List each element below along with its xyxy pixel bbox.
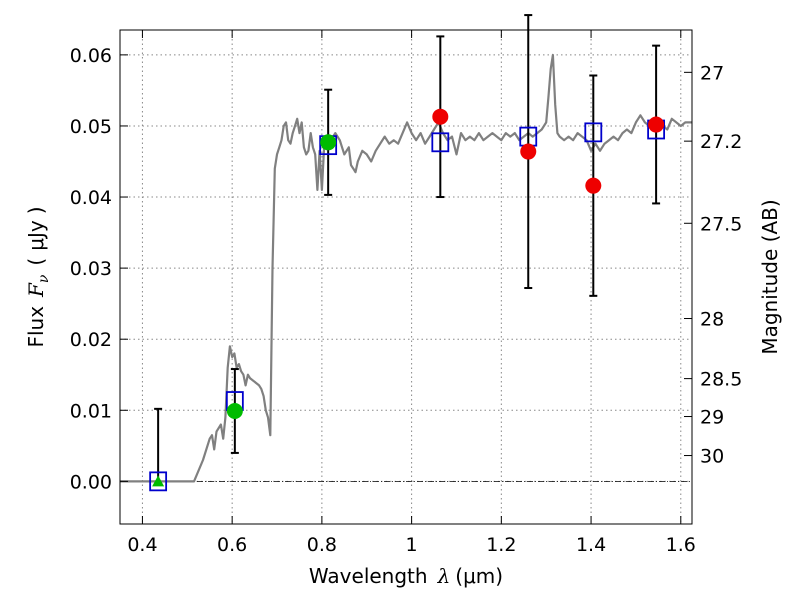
observed-point-V <box>226 402 243 419</box>
plot-frame <box>119 29 693 525</box>
y-axis-title-subscript: ν <box>36 274 52 283</box>
y-axis-title: Flux Fν ( μJy) <box>24 206 52 347</box>
y-axis-title-symbol: F <box>24 282 48 298</box>
mag-tick-label: 27.2 <box>700 131 742 153</box>
y-tick-label: 0.03 <box>70 258 112 280</box>
x-axis-title: Wavelength λ (μm) <box>309 564 503 588</box>
y-axis-title-unit-close: ) <box>24 206 48 214</box>
error-bar <box>154 407 163 482</box>
x-axis-title-unit: (μm) <box>455 564 503 588</box>
observed-point-z <box>320 134 337 151</box>
tick-layer: 0.4 0.6 0.8 1 1.2 1.4 1.6 0.00 0.01 0.02 0.03 0.04 0… <box>70 30 742 556</box>
right-axis-title: Magnitude (AB) <box>758 199 782 354</box>
observed-point-Y <box>432 108 449 125</box>
model-band-point <box>431 132 450 153</box>
y-axis-title-unit: μJy <box>24 220 48 251</box>
y-tick-label: 0.00 <box>70 471 112 493</box>
y-tick-label: 0.04 <box>70 187 112 209</box>
x-tick-label: 0.6 <box>217 534 247 556</box>
y-axis-title-unit-open: ( <box>24 258 48 266</box>
mag-tick-label: 29 <box>700 407 724 429</box>
observed-point-J <box>520 143 537 160</box>
x-axis-title-symbol: λ <box>437 564 451 588</box>
mag-tick-label: 27.5 <box>700 213 742 235</box>
y-tick-label: 0.02 <box>70 329 112 351</box>
mag-tick-label: 28.5 <box>700 369 742 391</box>
observed-point-B <box>152 475 165 487</box>
x-axis-title-main: Wavelength <box>309 564 428 588</box>
y-tick-label: 0.01 <box>70 400 112 422</box>
observed-point-H <box>648 116 665 133</box>
mag-tick-label: 30 <box>700 446 724 468</box>
grid-layer <box>120 30 692 524</box>
x-tick-label: 1.6 <box>666 534 696 556</box>
x-tick-label: 0.4 <box>127 534 157 556</box>
observed-point-JH <box>585 177 602 194</box>
x-tick-label: 1.2 <box>486 534 516 556</box>
observed-photometry-layer <box>152 108 665 487</box>
y-tick-label: 0.06 <box>70 45 112 67</box>
x-tick-label: 1.4 <box>576 534 606 556</box>
x-tick-label: 0.8 <box>307 534 337 556</box>
model-photometry-layer <box>149 119 666 492</box>
x-tick-label: 1 <box>406 534 418 556</box>
mag-tick-label: 28 <box>700 309 724 331</box>
model-band-point <box>149 471 168 492</box>
mag-tick-label: 27 <box>700 62 724 84</box>
y-tick-label: 0.05 <box>70 116 112 138</box>
y-axis-title-main: Flux <box>24 306 48 348</box>
model-band-point <box>584 122 603 143</box>
